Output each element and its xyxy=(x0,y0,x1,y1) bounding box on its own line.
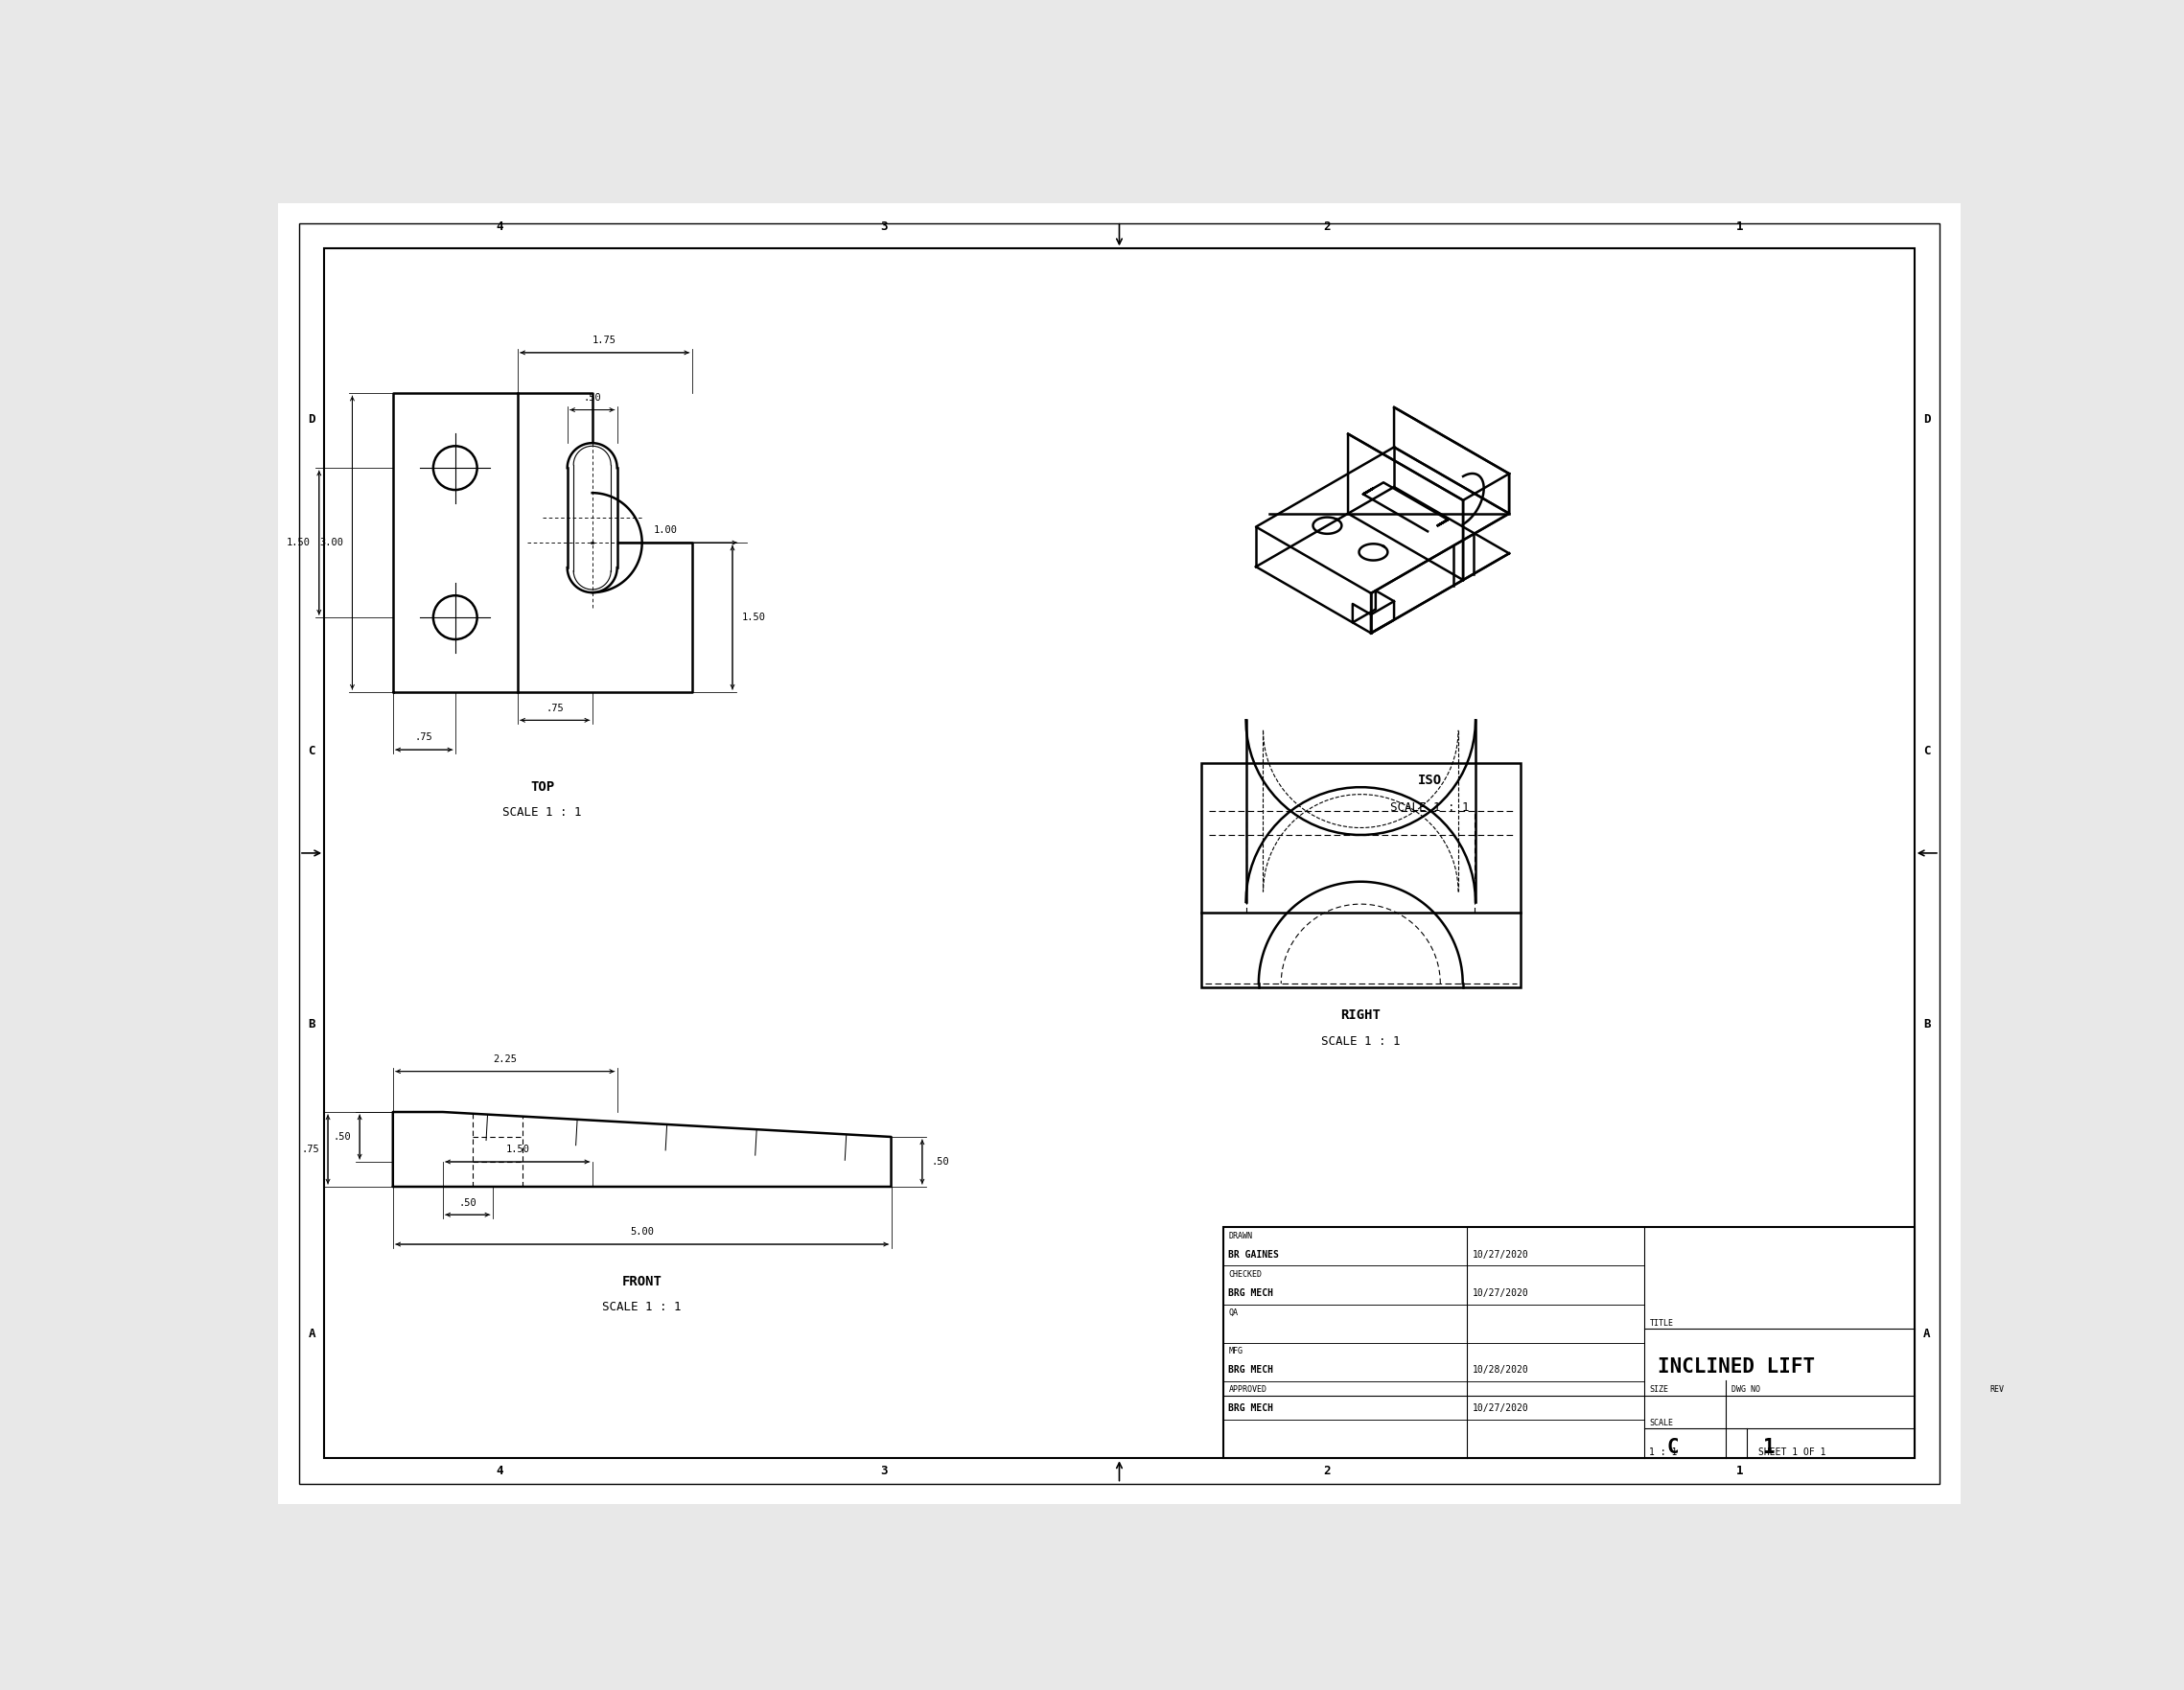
Text: 3.00: 3.00 xyxy=(319,537,343,548)
Bar xyxy=(1223,1227,1915,1458)
Text: 4: 4 xyxy=(496,221,505,233)
Text: 2.25: 2.25 xyxy=(494,1055,518,1065)
Text: 10/28/2020: 10/28/2020 xyxy=(1472,1366,1529,1374)
Circle shape xyxy=(432,595,476,639)
Text: INCLINED LIFT: INCLINED LIFT xyxy=(1658,1357,1815,1377)
Text: .50: .50 xyxy=(583,392,601,402)
Text: SCALE: SCALE xyxy=(1649,1418,1673,1428)
Text: 5.00: 5.00 xyxy=(629,1227,653,1237)
Text: .50: .50 xyxy=(332,1132,352,1142)
Bar xyxy=(1201,764,1520,987)
Text: 1.50: 1.50 xyxy=(740,613,764,622)
Circle shape xyxy=(432,446,476,490)
Text: D: D xyxy=(308,412,314,426)
Text: 10/27/2020: 10/27/2020 xyxy=(1472,1288,1529,1298)
Text: BRG MECH: BRG MECH xyxy=(1230,1288,1273,1298)
Circle shape xyxy=(568,443,618,493)
Text: QA: QA xyxy=(1230,1308,1238,1317)
Text: REV: REV xyxy=(1990,1386,2005,1394)
Text: TITLE: TITLE xyxy=(1651,1320,1675,1328)
Text: BRG MECH: BRG MECH xyxy=(1230,1404,1273,1413)
Text: SCALE 1 : 1: SCALE 1 : 1 xyxy=(502,806,581,820)
Text: BRG MECH: BRG MECH xyxy=(1230,1366,1273,1374)
Text: B: B xyxy=(1924,1017,1931,1031)
Text: 1.50: 1.50 xyxy=(505,1144,529,1154)
Text: DRAWN: DRAWN xyxy=(1230,1232,1254,1240)
Text: D: D xyxy=(1924,412,1931,426)
Text: MFG: MFG xyxy=(1230,1347,1243,1355)
Text: SCALE 1 : 1: SCALE 1 : 1 xyxy=(1321,1036,1400,1048)
Text: A: A xyxy=(308,1328,314,1340)
Text: 10/27/2020: 10/27/2020 xyxy=(1472,1249,1529,1259)
Text: .50: .50 xyxy=(459,1198,476,1207)
Text: SCALE 1 : 1: SCALE 1 : 1 xyxy=(603,1301,681,1313)
Text: .75: .75 xyxy=(415,733,432,742)
Text: C: C xyxy=(1666,1438,1679,1457)
Circle shape xyxy=(568,542,618,593)
Text: DWG NO: DWG NO xyxy=(1732,1386,1760,1394)
Text: FRONT: FRONT xyxy=(622,1276,662,1289)
Text: ISO: ISO xyxy=(1417,774,1441,788)
Text: .50: .50 xyxy=(930,1158,950,1166)
Text: C: C xyxy=(308,745,314,757)
Text: SIZE: SIZE xyxy=(1649,1386,1669,1394)
Text: 3: 3 xyxy=(880,1465,887,1477)
Text: 1.75: 1.75 xyxy=(592,336,616,345)
FancyBboxPatch shape xyxy=(568,468,618,568)
Text: .75: .75 xyxy=(546,703,563,713)
Text: CHECKED: CHECKED xyxy=(1230,1269,1262,1279)
Text: C: C xyxy=(1924,745,1931,757)
Text: 1: 1 xyxy=(1736,221,1743,233)
Text: 1: 1 xyxy=(1762,1438,1773,1457)
Text: 1 : 1: 1 : 1 xyxy=(1649,1448,1677,1457)
Text: BR GAINES: BR GAINES xyxy=(1230,1249,1280,1259)
Text: TOP: TOP xyxy=(531,781,555,794)
Text: RIGHT: RIGHT xyxy=(1341,1009,1380,1021)
Text: A: A xyxy=(1924,1328,1931,1340)
Text: 2: 2 xyxy=(1324,1465,1330,1477)
Text: 3: 3 xyxy=(880,221,887,233)
Text: 1.00: 1.00 xyxy=(653,526,677,536)
Text: APPROVED: APPROVED xyxy=(1230,1386,1267,1394)
Text: .75: .75 xyxy=(301,1144,319,1154)
Text: 1.50: 1.50 xyxy=(286,537,310,548)
Text: 1: 1 xyxy=(1736,1465,1743,1477)
Text: 10/27/2020: 10/27/2020 xyxy=(1472,1404,1529,1413)
Text: SHEET 1 OF 1: SHEET 1 OF 1 xyxy=(1758,1448,1826,1457)
Text: 2: 2 xyxy=(1324,221,1330,233)
Text: SCALE 1 : 1: SCALE 1 : 1 xyxy=(1391,801,1470,815)
Text: B: B xyxy=(308,1017,314,1031)
Text: 4: 4 xyxy=(496,1465,505,1477)
